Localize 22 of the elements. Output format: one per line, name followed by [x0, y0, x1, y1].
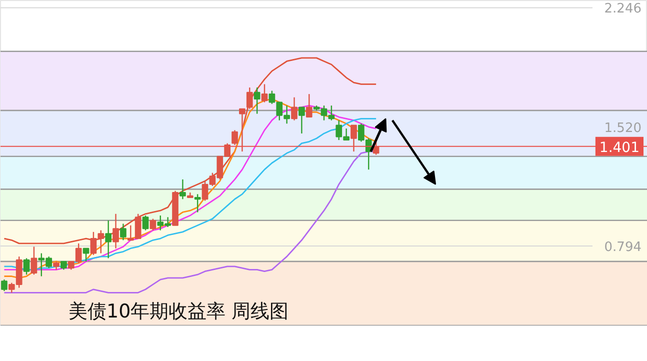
candlestick	[298, 106, 305, 134]
candlestick	[261, 84, 268, 103]
y-tick-label: 1.520	[604, 120, 642, 136]
candlestick	[291, 96, 298, 121]
candlestick	[23, 258, 30, 276]
candlestick	[246, 86, 253, 110]
candlestick	[306, 93, 312, 118]
candlestick	[30, 246, 38, 276]
candlestick	[120, 223, 126, 241]
ref-line-label: 1.401	[599, 140, 640, 156]
candlestick	[180, 178, 186, 200]
candlestick	[254, 86, 260, 114]
candlestick	[1, 278, 8, 292]
candlestick	[150, 218, 156, 231]
candlestick	[194, 194, 201, 213]
candlestick	[105, 220, 112, 259]
y-tick-label: 2.246	[604, 2, 642, 17]
candlestick	[82, 248, 90, 262]
text: 美债10年期收益率 周线图	[68, 300, 289, 322]
candlestick	[112, 213, 119, 249]
candlestick	[142, 214, 149, 231]
y-tick-label: 0.794	[604, 240, 642, 256]
